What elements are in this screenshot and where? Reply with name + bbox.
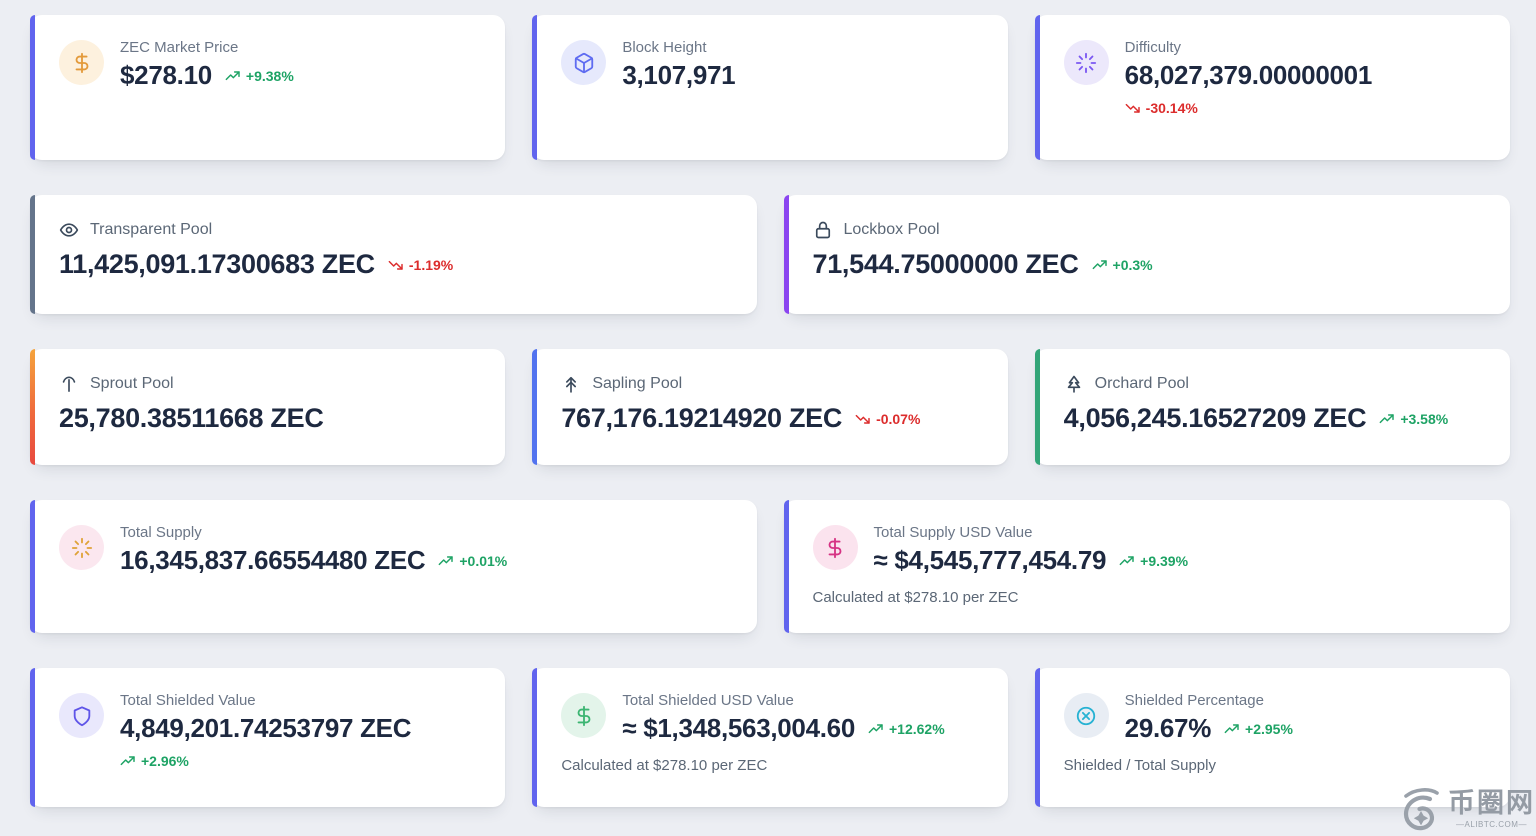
card-value: 68,027,379.00000001 — [1124, 60, 1373, 90]
stats-row-5: Total Shielded Value 4,849,201.74253797 … — [30, 668, 1510, 807]
dollar-icon — [561, 693, 607, 738]
change-badge: +12.62% — [868, 721, 945, 737]
card-label: Transparent Pool — [90, 221, 213, 238]
watermark-en-label: —ALIBTC.COM— — [1456, 819, 1527, 829]
sapling-icon — [561, 374, 581, 394]
card-difficulty: Difficulty 68,027,379.00000001 -30.14% — [1034, 15, 1510, 160]
card-label: Shielded Percentage — [1124, 692, 1264, 709]
card-label: Orchard Pool — [1094, 375, 1189, 392]
dollar-icon — [812, 525, 858, 570]
change-value: +9.38% — [245, 67, 294, 84]
trending-up-icon — [1119, 556, 1134, 566]
watermark: 币圈网 —ALIBTC.COM— — [1397, 784, 1535, 834]
card-value: 11,425,091.17300683 ZEC — [59, 249, 375, 279]
card-value: 767,176.19214920 ZEC — [561, 403, 843, 433]
change-badge: +0.3% — [1092, 257, 1153, 273]
card-label: Sapling Pool — [592, 375, 683, 392]
stats-row-3: Sprout Pool 25,780.38511668 ZEC Sapling … — [30, 349, 1510, 465]
lock-icon — [813, 220, 833, 240]
card-label: Total Supply USD Value — [873, 524, 1033, 541]
change-value: +2.95% — [1245, 720, 1293, 737]
trending-up-icon — [1092, 259, 1107, 269]
card-total-supply-usd: Total Supply USD Value ≈ $4,545,777,454.… — [783, 500, 1510, 633]
stats-row-1: ZEC Market Price $278.10 +9.38% Block He… — [30, 15, 1510, 160]
card-value: 3,107,971 — [622, 60, 736, 90]
card-value: 4,849,201.74253797 ZEC — [120, 713, 412, 743]
cube-icon — [561, 40, 607, 85]
burst-icon — [59, 525, 104, 570]
card-value: ≈ $1,348,563,004.60 — [622, 713, 855, 743]
stats-dashboard: ZEC Market Price $278.10 +9.38% Block He… — [30, 15, 1510, 807]
card-total-shielded-usd: Total Shielded USD Value ≈ $1,348,563,00… — [532, 668, 1008, 807]
trending-up-icon — [868, 724, 883, 734]
card-value: 29.67% — [1124, 713, 1212, 743]
change-badge: -0.07% — [855, 411, 920, 427]
change-badge: +0.01% — [438, 553, 507, 569]
trending-down-icon — [388, 260, 403, 270]
tree-icon — [1064, 374, 1084, 394]
change-badge: +2.96% — [120, 753, 189, 769]
change-value: +3.58% — [1400, 410, 1449, 427]
card-subtitle: Shielded / Total Supply — [1063, 756, 1216, 774]
card-value: $278.10 — [120, 60, 212, 90]
card-label: Difficulty — [1124, 39, 1182, 56]
card-label: Total Supply — [120, 524, 202, 541]
card-value: ≈ $4,545,777,454.79 — [873, 545, 1107, 575]
card-zec-market-price: ZEC Market Price $278.10 +9.38% — [30, 15, 506, 160]
change-badge: +3.58% — [1379, 411, 1448, 427]
card-value: 71,544.75000000 ZEC — [812, 249, 1079, 279]
card-label: Total Shielded Value — [120, 692, 256, 709]
change-badge: +9.38% — [225, 68, 294, 84]
card-label: Total Shielded USD Value — [622, 692, 794, 709]
card-subtitle: Calculated at $278.10 per ZEC — [561, 756, 768, 774]
change-badge: -30.14% — [1125, 100, 1198, 116]
change-value: +0.3% — [1112, 256, 1153, 273]
alibtc-logo-icon — [1403, 788, 1439, 831]
card-label: Block Height — [622, 39, 707, 56]
card-label: ZEC Market Price — [120, 39, 239, 56]
trending-up-icon — [1379, 413, 1395, 423]
watermark-text: 币圈网 —ALIBTC.COM— — [1448, 787, 1535, 829]
card-value: 16,345,837.66554480 ZEC — [120, 545, 426, 575]
stats-row-4: Total Supply 16,345,837.66554480 ZEC +0.… — [30, 500, 1510, 633]
card-value: 4,056,245.16527209 ZEC — [1063, 403, 1367, 433]
trending-down-icon — [855, 414, 870, 424]
sprout-icon — [59, 374, 79, 394]
card-sprout-pool: Sprout Pool 25,780.38511668 ZEC — [30, 349, 506, 465]
change-value: +12.62% — [889, 720, 945, 737]
trending-up-icon — [120, 756, 135, 765]
trending-up-icon — [225, 71, 240, 81]
trending-down-icon — [1125, 103, 1140, 113]
card-sapling-pool: Sapling Pool 767,176.19214920 ZEC -0.07% — [532, 349, 1008, 465]
card-label: Lockbox Pool — [843, 221, 940, 238]
dollar-icon — [59, 40, 104, 85]
trending-up-icon — [438, 556, 454, 566]
card-block-height: Block Height 3,107,971 — [532, 15, 1008, 160]
circle-x-icon — [1063, 693, 1109, 738]
card-orchard-pool: Orchard Pool 4,056,245.16527209 ZEC +3.5… — [1034, 349, 1510, 465]
change-value: +2.96% — [141, 752, 189, 769]
card-lockbox-pool: Lockbox Pool 71,544.75000000 ZEC +0.3% — [783, 195, 1510, 314]
change-value: -1.19% — [408, 256, 454, 273]
card-subtitle: Calculated at $278.10 per ZEC — [812, 588, 1019, 606]
change-badge: -1.19% — [388, 257, 453, 273]
change-value: +9.39% — [1140, 552, 1189, 569]
burst-icon — [1063, 40, 1109, 85]
card-shielded-percentage: Shielded Percentage 29.67% +2.95% Shield… — [1034, 668, 1510, 807]
change-value: -30.14% — [1145, 99, 1198, 116]
eye-icon — [59, 220, 79, 240]
change-value: -0.07% — [876, 410, 921, 427]
shield-icon — [59, 693, 104, 738]
card-total-shielded: Total Shielded Value 4,849,201.74253797 … — [30, 668, 506, 807]
card-total-supply: Total Supply 16,345,837.66554480 ZEC +0.… — [30, 500, 757, 633]
change-badge: +2.95% — [1224, 721, 1293, 737]
stats-row-2: Transparent Pool 11,425,091.17300683 ZEC… — [30, 195, 1510, 314]
trending-up-icon — [1224, 724, 1239, 734]
card-transparent-pool: Transparent Pool 11,425,091.17300683 ZEC… — [30, 195, 757, 314]
card-label: Sprout Pool — [90, 375, 174, 392]
change-value: +0.01% — [459, 552, 508, 569]
watermark-cn-label: 币圈网 — [1448, 787, 1535, 818]
card-value: 25,780.38511668 ZEC — [59, 403, 324, 433]
change-badge: +9.39% — [1119, 553, 1188, 569]
